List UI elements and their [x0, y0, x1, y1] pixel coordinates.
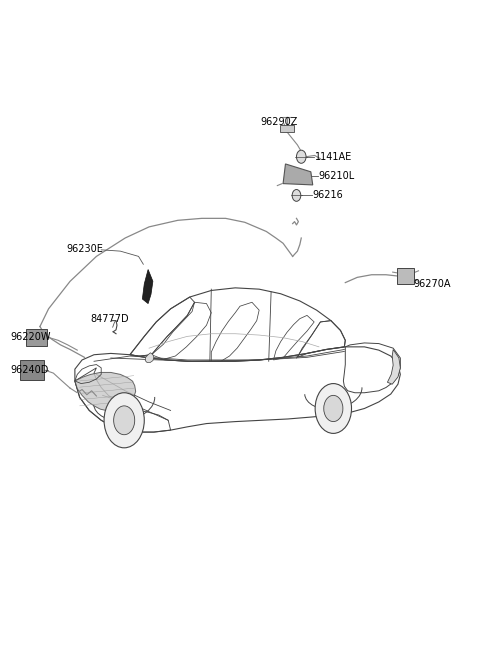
- Text: 96240D: 96240D: [10, 365, 48, 374]
- Text: 96220W: 96220W: [10, 332, 51, 342]
- Text: 96230E: 96230E: [67, 244, 104, 254]
- Polygon shape: [143, 269, 153, 304]
- Circle shape: [114, 406, 135, 435]
- Polygon shape: [396, 268, 414, 284]
- Text: 96210L: 96210L: [318, 171, 354, 181]
- Polygon shape: [20, 360, 44, 380]
- Text: 96270A: 96270A: [413, 279, 451, 289]
- Circle shape: [104, 393, 144, 448]
- Circle shape: [315, 384, 351, 434]
- Polygon shape: [145, 353, 154, 363]
- Circle shape: [324, 396, 343, 422]
- Polygon shape: [280, 125, 294, 132]
- Text: 96290Z: 96290Z: [260, 117, 298, 127]
- Polygon shape: [387, 350, 400, 384]
- Circle shape: [292, 189, 301, 201]
- Polygon shape: [75, 373, 136, 411]
- Polygon shape: [26, 328, 47, 346]
- Text: 96216: 96216: [312, 191, 343, 200]
- Polygon shape: [283, 164, 313, 185]
- Text: 84777D: 84777D: [91, 314, 129, 325]
- Text: 1141AE: 1141AE: [315, 152, 352, 162]
- Circle shape: [297, 150, 306, 164]
